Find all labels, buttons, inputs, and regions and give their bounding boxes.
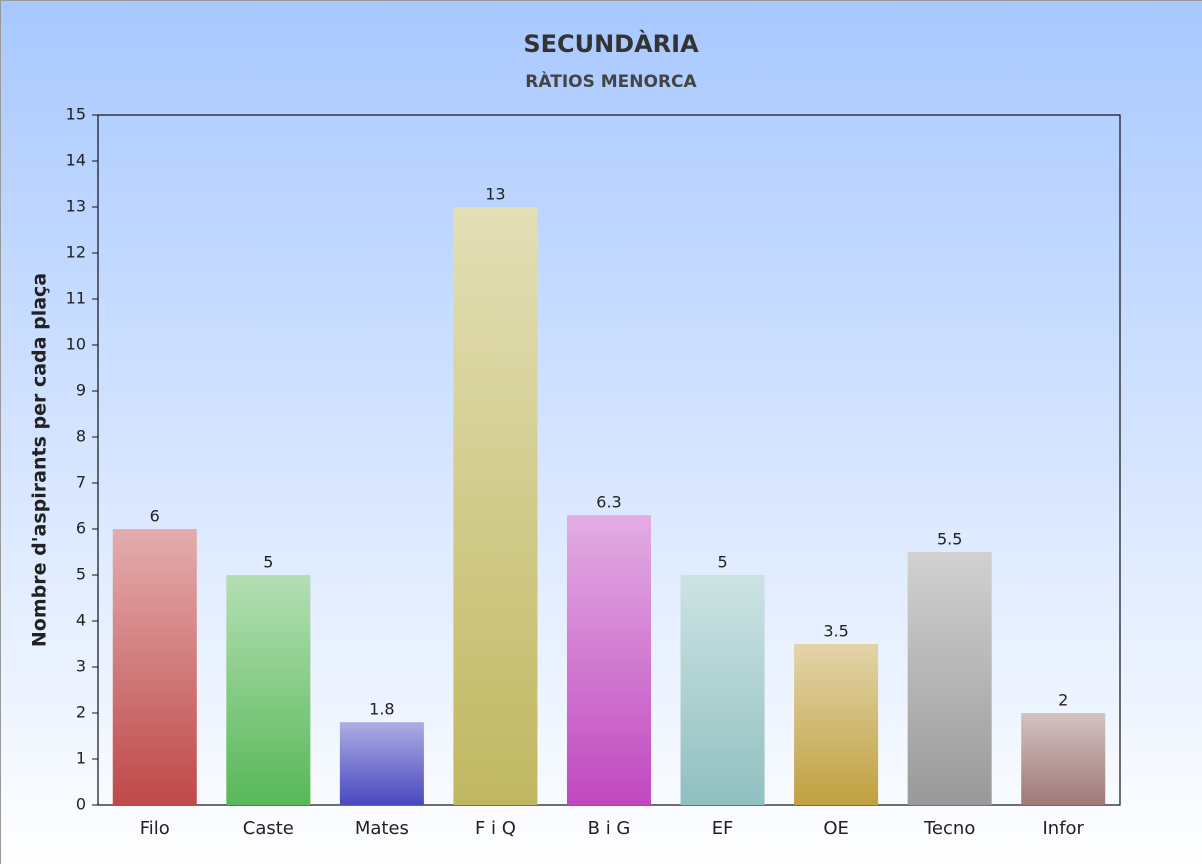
y-tick-label: 11 (66, 289, 86, 308)
x-tick-label: Mates (355, 818, 409, 839)
data-label: 6 (150, 507, 160, 526)
bar (226, 575, 311, 805)
data-label: 2 (1058, 691, 1068, 710)
data-label: 6.3 (596, 493, 621, 512)
chart-subtitle: RÀTIOS MENORCA (525, 70, 697, 92)
bar (566, 515, 652, 805)
y-tick-label: 2 (76, 703, 86, 722)
data-label: 5 (717, 553, 727, 572)
x-tick-label: Caste (243, 818, 294, 839)
bar (453, 207, 538, 805)
y-tick-label: 6 (76, 519, 86, 538)
y-tick-label: 15 (66, 105, 86, 124)
y-tick-label: 4 (76, 611, 86, 630)
x-tick-label: Filo (140, 818, 170, 839)
data-label: 5.5 (937, 530, 962, 549)
y-tick-label: 0 (76, 795, 86, 814)
x-tick-label: B i G (588, 818, 631, 839)
y-tick-label: 5 (76, 565, 86, 584)
y-tick-label: 12 (66, 243, 86, 262)
bar (794, 644, 879, 805)
y-tick-label: 14 (66, 151, 86, 170)
x-tick-label: Infor (1042, 818, 1084, 839)
y-tick-label: 10 (66, 335, 86, 354)
y-tick-label: 8 (76, 427, 86, 446)
bar (680, 575, 765, 805)
data-label: 3.5 (823, 622, 848, 641)
y-tick-label: 9 (76, 381, 86, 400)
y-tick-label: 7 (76, 473, 86, 492)
y-tick-label: 13 (66, 197, 86, 216)
bar (907, 552, 992, 805)
data-label: 5 (263, 553, 273, 572)
x-tick-label: Tecno (923, 818, 975, 839)
bar (1021, 713, 1106, 805)
x-tick-label: EF (712, 818, 734, 839)
bar (112, 529, 197, 805)
data-label: 13 (485, 185, 505, 204)
x-tick-label: F i Q (475, 818, 516, 839)
x-tick-label: OE (823, 818, 849, 839)
y-tick-label: 3 (76, 657, 86, 676)
data-label: 1.8 (369, 700, 394, 719)
y-axis-label: Nombre d'aspirants per cada plaça (29, 273, 51, 647)
chart-title: SECUNDÀRIA (523, 29, 699, 58)
bar (339, 722, 424, 805)
y-tick-label: 1 (76, 749, 86, 768)
